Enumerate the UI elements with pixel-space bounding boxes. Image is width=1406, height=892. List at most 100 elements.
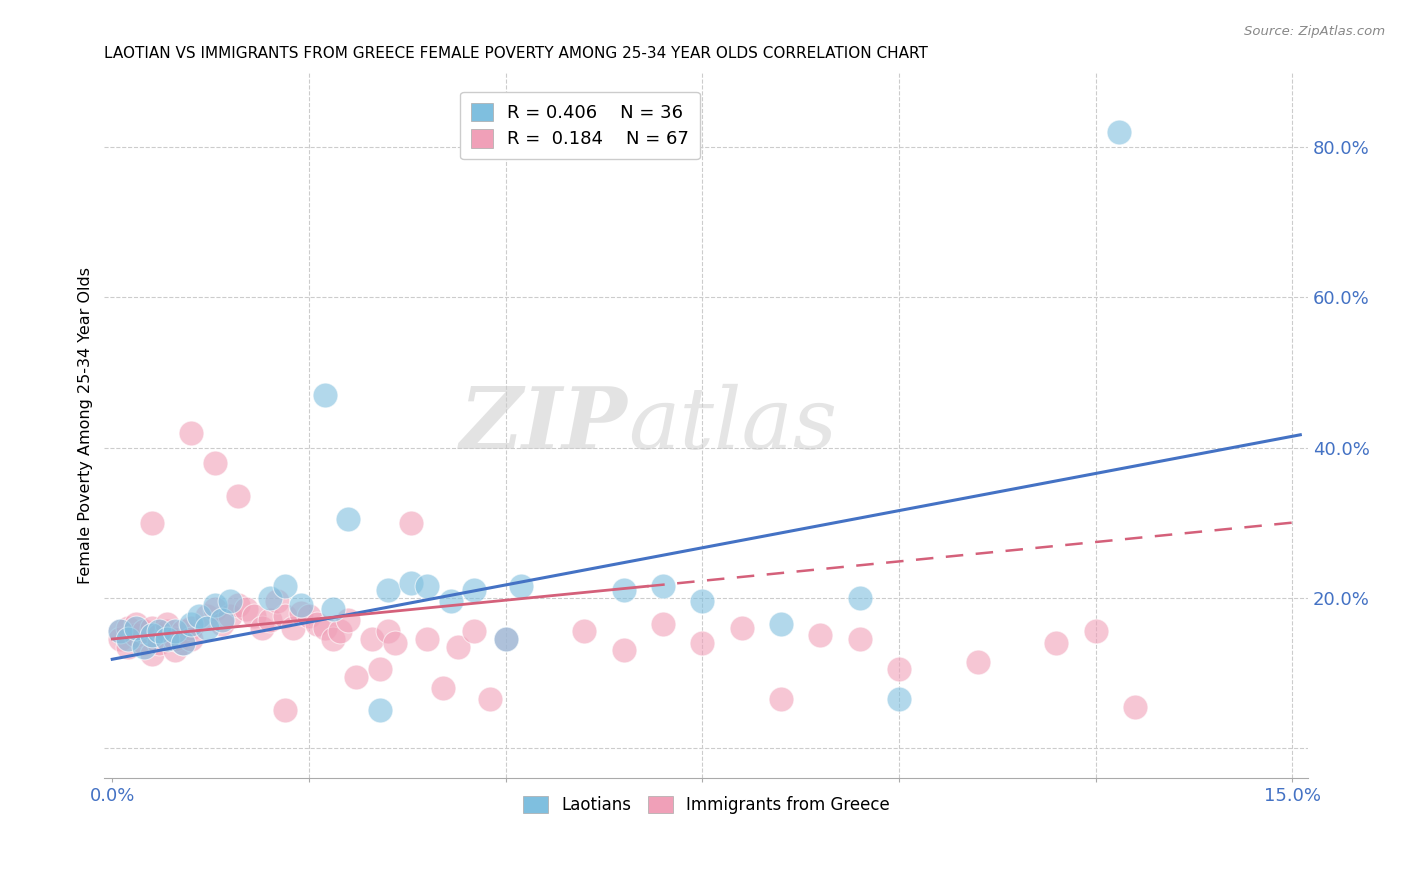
Point xyxy=(219,609,242,624)
Point xyxy=(195,621,218,635)
Point xyxy=(117,632,139,646)
Point xyxy=(117,621,139,635)
Point xyxy=(125,628,148,642)
Point xyxy=(377,583,399,598)
Point xyxy=(613,583,636,598)
Point xyxy=(574,624,596,639)
Point xyxy=(848,632,870,646)
Point xyxy=(259,591,281,605)
Point xyxy=(156,624,179,639)
Point xyxy=(769,617,792,632)
Point xyxy=(108,632,131,646)
Point xyxy=(172,636,194,650)
Point xyxy=(165,624,187,639)
Point xyxy=(141,647,163,661)
Point xyxy=(432,681,454,695)
Point xyxy=(337,613,360,627)
Point xyxy=(108,624,131,639)
Point xyxy=(274,609,297,624)
Point xyxy=(108,624,131,639)
Point xyxy=(298,609,321,624)
Point xyxy=(132,624,155,639)
Point xyxy=(416,632,439,646)
Point xyxy=(399,575,422,590)
Point xyxy=(148,636,170,650)
Point xyxy=(204,598,226,612)
Point xyxy=(652,579,675,593)
Point xyxy=(180,632,202,646)
Point xyxy=(416,579,439,593)
Point xyxy=(314,388,336,402)
Point xyxy=(848,591,870,605)
Point xyxy=(361,632,384,646)
Point xyxy=(165,643,187,657)
Point xyxy=(510,579,533,593)
Point xyxy=(148,624,170,639)
Point xyxy=(132,640,155,654)
Point xyxy=(211,617,233,632)
Y-axis label: Female Poverty Among 25-34 Year Olds: Female Poverty Among 25-34 Year Olds xyxy=(79,267,93,583)
Point xyxy=(195,609,218,624)
Point xyxy=(187,609,209,624)
Point xyxy=(211,613,233,627)
Point xyxy=(329,624,352,639)
Point xyxy=(274,703,297,717)
Point xyxy=(314,621,336,635)
Point xyxy=(692,636,714,650)
Point xyxy=(180,621,202,635)
Point xyxy=(283,621,305,635)
Point xyxy=(887,662,910,676)
Text: ZIP: ZIP xyxy=(460,384,628,467)
Point xyxy=(692,594,714,608)
Point xyxy=(478,692,501,706)
Point xyxy=(226,598,249,612)
Point xyxy=(266,594,288,608)
Point xyxy=(322,632,344,646)
Point xyxy=(384,636,406,650)
Point xyxy=(305,617,328,632)
Text: LAOTIAN VS IMMIGRANTS FROM GREECE FEMALE POVERTY AMONG 25-34 YEAR OLDS CORRELATI: LAOTIAN VS IMMIGRANTS FROM GREECE FEMALE… xyxy=(104,46,928,62)
Point xyxy=(235,602,257,616)
Point xyxy=(141,621,163,635)
Point xyxy=(613,643,636,657)
Point xyxy=(132,636,155,650)
Point xyxy=(226,489,249,503)
Point xyxy=(495,632,517,646)
Point xyxy=(495,632,517,646)
Point xyxy=(172,636,194,650)
Point xyxy=(219,594,242,608)
Point xyxy=(808,628,831,642)
Point xyxy=(344,669,367,683)
Point xyxy=(463,583,485,598)
Point xyxy=(180,425,202,440)
Point xyxy=(290,606,312,620)
Point xyxy=(337,512,360,526)
Legend: Laotians, Immigrants from Greece: Laotians, Immigrants from Greece xyxy=(516,789,897,821)
Point xyxy=(156,632,179,646)
Point xyxy=(1045,636,1067,650)
Point xyxy=(204,602,226,616)
Point xyxy=(652,617,675,632)
Point xyxy=(148,628,170,642)
Point xyxy=(156,617,179,632)
Point xyxy=(243,609,266,624)
Point xyxy=(1108,125,1130,139)
Point xyxy=(117,640,139,654)
Point xyxy=(290,598,312,612)
Point xyxy=(1084,624,1107,639)
Point xyxy=(141,516,163,530)
Point xyxy=(887,692,910,706)
Point xyxy=(769,692,792,706)
Point xyxy=(259,613,281,627)
Point xyxy=(399,516,422,530)
Text: Source: ZipAtlas.com: Source: ZipAtlas.com xyxy=(1244,25,1385,38)
Point xyxy=(125,621,148,635)
Point xyxy=(439,594,461,608)
Point xyxy=(731,621,754,635)
Point xyxy=(447,640,470,654)
Point xyxy=(368,703,391,717)
Point xyxy=(204,456,226,470)
Point xyxy=(172,624,194,639)
Point xyxy=(966,655,988,669)
Point xyxy=(125,617,148,632)
